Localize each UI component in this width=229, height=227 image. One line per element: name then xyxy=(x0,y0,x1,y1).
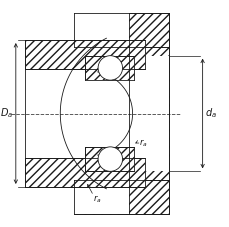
Bar xyxy=(84,147,133,171)
Circle shape xyxy=(98,56,122,80)
Bar xyxy=(73,13,169,47)
Bar xyxy=(73,180,129,214)
Bar xyxy=(84,80,133,147)
Circle shape xyxy=(98,147,122,171)
Bar xyxy=(84,56,133,80)
Bar xyxy=(25,40,144,187)
Bar xyxy=(73,180,169,214)
Bar xyxy=(73,13,129,47)
Text: $r_a$: $r_a$ xyxy=(92,193,101,205)
Text: $r_a$: $r_a$ xyxy=(139,138,147,149)
Bar xyxy=(25,40,144,69)
Bar xyxy=(25,158,144,187)
Bar xyxy=(129,56,169,171)
Text: $d_a$: $d_a$ xyxy=(204,107,216,120)
Text: $D_a$: $D_a$ xyxy=(0,107,14,120)
Bar xyxy=(129,13,169,214)
